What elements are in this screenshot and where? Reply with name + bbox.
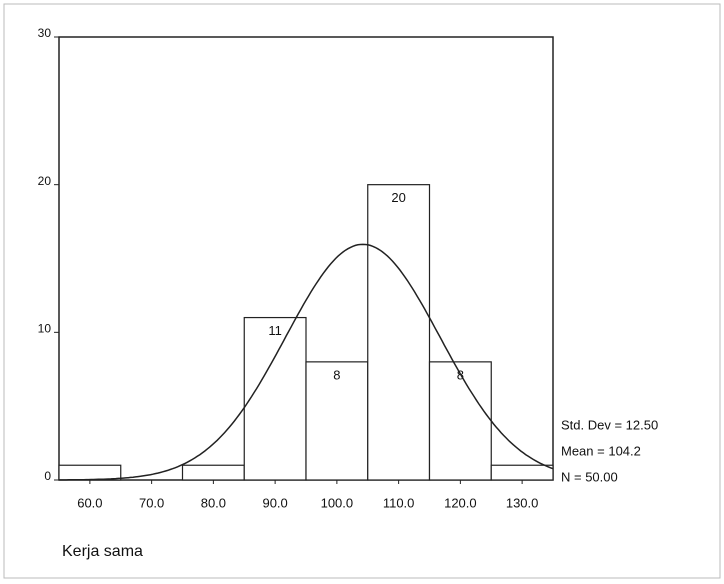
bar-label: 8 [333, 367, 340, 382]
bar [368, 185, 430, 480]
bar-label: 20 [391, 190, 405, 205]
bar [59, 465, 121, 480]
y-tick-label: 10 [38, 322, 52, 336]
stat-label: Mean = 104.2 [561, 443, 641, 458]
x-tick-label: 130.0 [506, 495, 539, 510]
x-axis-title: Kerja sama [62, 543, 143, 560]
x-tick-label: 100.0 [321, 495, 354, 510]
x-tick-label: 90.0 [262, 495, 287, 510]
bar-label: 11 [268, 323, 282, 338]
outer-frame [4, 4, 720, 578]
x-tick-label: 70.0 [139, 495, 164, 510]
bar [183, 465, 245, 480]
stat-label: N = 50.00 [561, 469, 618, 484]
x-tick-label: 80.0 [201, 495, 226, 510]
page: Kerja sama 0 10 20 30 60.0 70.0 80.0 90.0 100.0 1… [0, 0, 724, 584]
x-tick-label: 60.0 [77, 495, 102, 510]
x-tick-label: 110.0 [383, 495, 415, 510]
bar [491, 465, 553, 480]
bar [244, 318, 306, 480]
y-tick-label: 0 [44, 469, 51, 483]
y-tick-label: 30 [38, 26, 52, 40]
stat-label: Std. Dev = 12.50 [561, 417, 658, 432]
x-tick-label: 120.0 [444, 495, 477, 510]
chart: Kerja sama 0 10 20 30 60.0 70.0 80.0 90.0 100.0 1… [0, 0, 724, 584]
y-tick-label: 20 [38, 174, 52, 188]
